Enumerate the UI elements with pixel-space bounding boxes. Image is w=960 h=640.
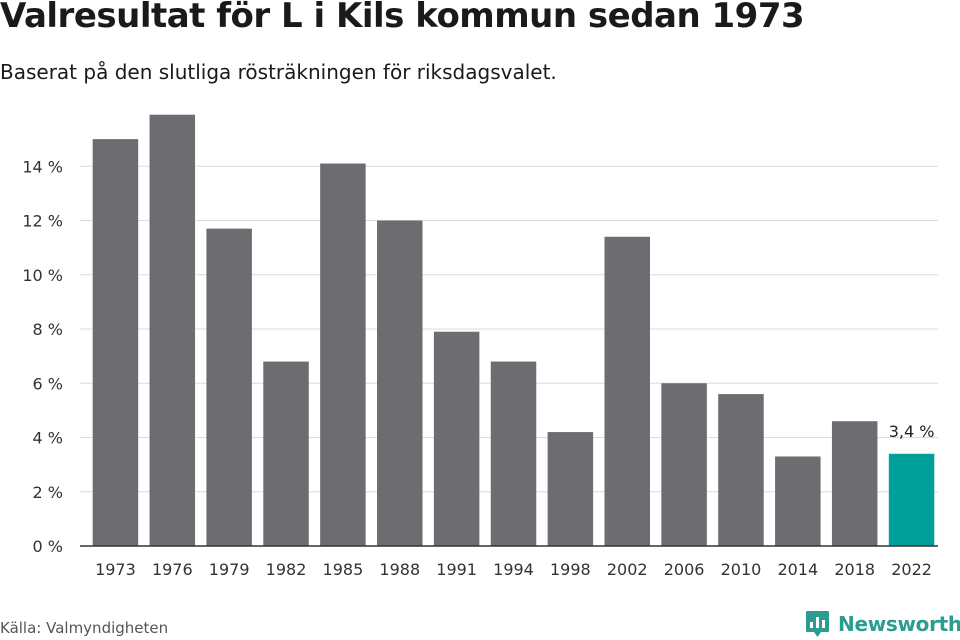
x-tick-label: 1998 <box>550 560 591 579</box>
bar <box>718 394 764 546</box>
y-tick-label: 0 % <box>33 537 63 556</box>
x-tick-label: 2014 <box>777 560 818 579</box>
x-tick-label: 2006 <box>664 560 705 579</box>
y-tick-label: 6 % <box>33 374 63 393</box>
labels: 0 % 2 % 4 % 6 % 8 % 10 % 12 % 14 % 1973 1976 1979 1… <box>22 157 934 579</box>
bar <box>433 331 480 546</box>
bar <box>149 114 196 547</box>
bar <box>92 139 139 546</box>
bar <box>263 361 309 546</box>
bar <box>490 361 537 546</box>
newsworthy-logo-icon <box>806 611 829 637</box>
x-tick-label: 2018 <box>834 560 875 579</box>
x-tick-label: 1994 <box>493 560 534 579</box>
bar <box>661 383 707 546</box>
x-tick-label: 1979 <box>209 560 250 579</box>
x-tick-label: 2010 <box>721 560 762 579</box>
y-tick-label: 12 % <box>22 212 63 231</box>
bar <box>320 163 366 546</box>
bar <box>206 228 252 546</box>
y-tick-label: 10 % <box>22 266 63 285</box>
y-tick-label: 2 % <box>33 483 63 502</box>
x-tick-label: 2022 <box>891 560 932 579</box>
chart-title: Valresultat för L i Kils kommun sedan 19… <box>0 0 805 36</box>
bars <box>92 114 935 547</box>
bar <box>831 421 878 546</box>
bar <box>377 220 423 546</box>
bar <box>775 456 821 546</box>
brand-name: Newsworthy <box>838 612 960 636</box>
y-tick-label: 8 % <box>33 320 63 339</box>
bar <box>888 453 935 546</box>
brand-logo-block: Newsworthy <box>805 609 960 639</box>
x-tick-label: 1991 <box>436 560 477 579</box>
y-tick-label: 4 % <box>33 429 63 448</box>
x-tick-label: 1985 <box>323 560 364 579</box>
data-label: 3,4 % <box>889 422 935 441</box>
source-note: Källa: Valmyndigheten <box>0 619 169 637</box>
x-tick-label: 1976 <box>152 560 193 579</box>
x-tick-label: 1982 <box>266 560 307 579</box>
y-tick-label: 14 % <box>22 157 63 176</box>
bar <box>604 236 650 546</box>
x-tick-label: 1973 <box>95 560 136 579</box>
x-tick-label: 1988 <box>379 560 420 579</box>
chart-subtitle: Baserat på den slutliga rösträkningen fö… <box>0 60 557 84</box>
bar <box>547 432 594 546</box>
x-tick-label: 2002 <box>607 560 648 579</box>
